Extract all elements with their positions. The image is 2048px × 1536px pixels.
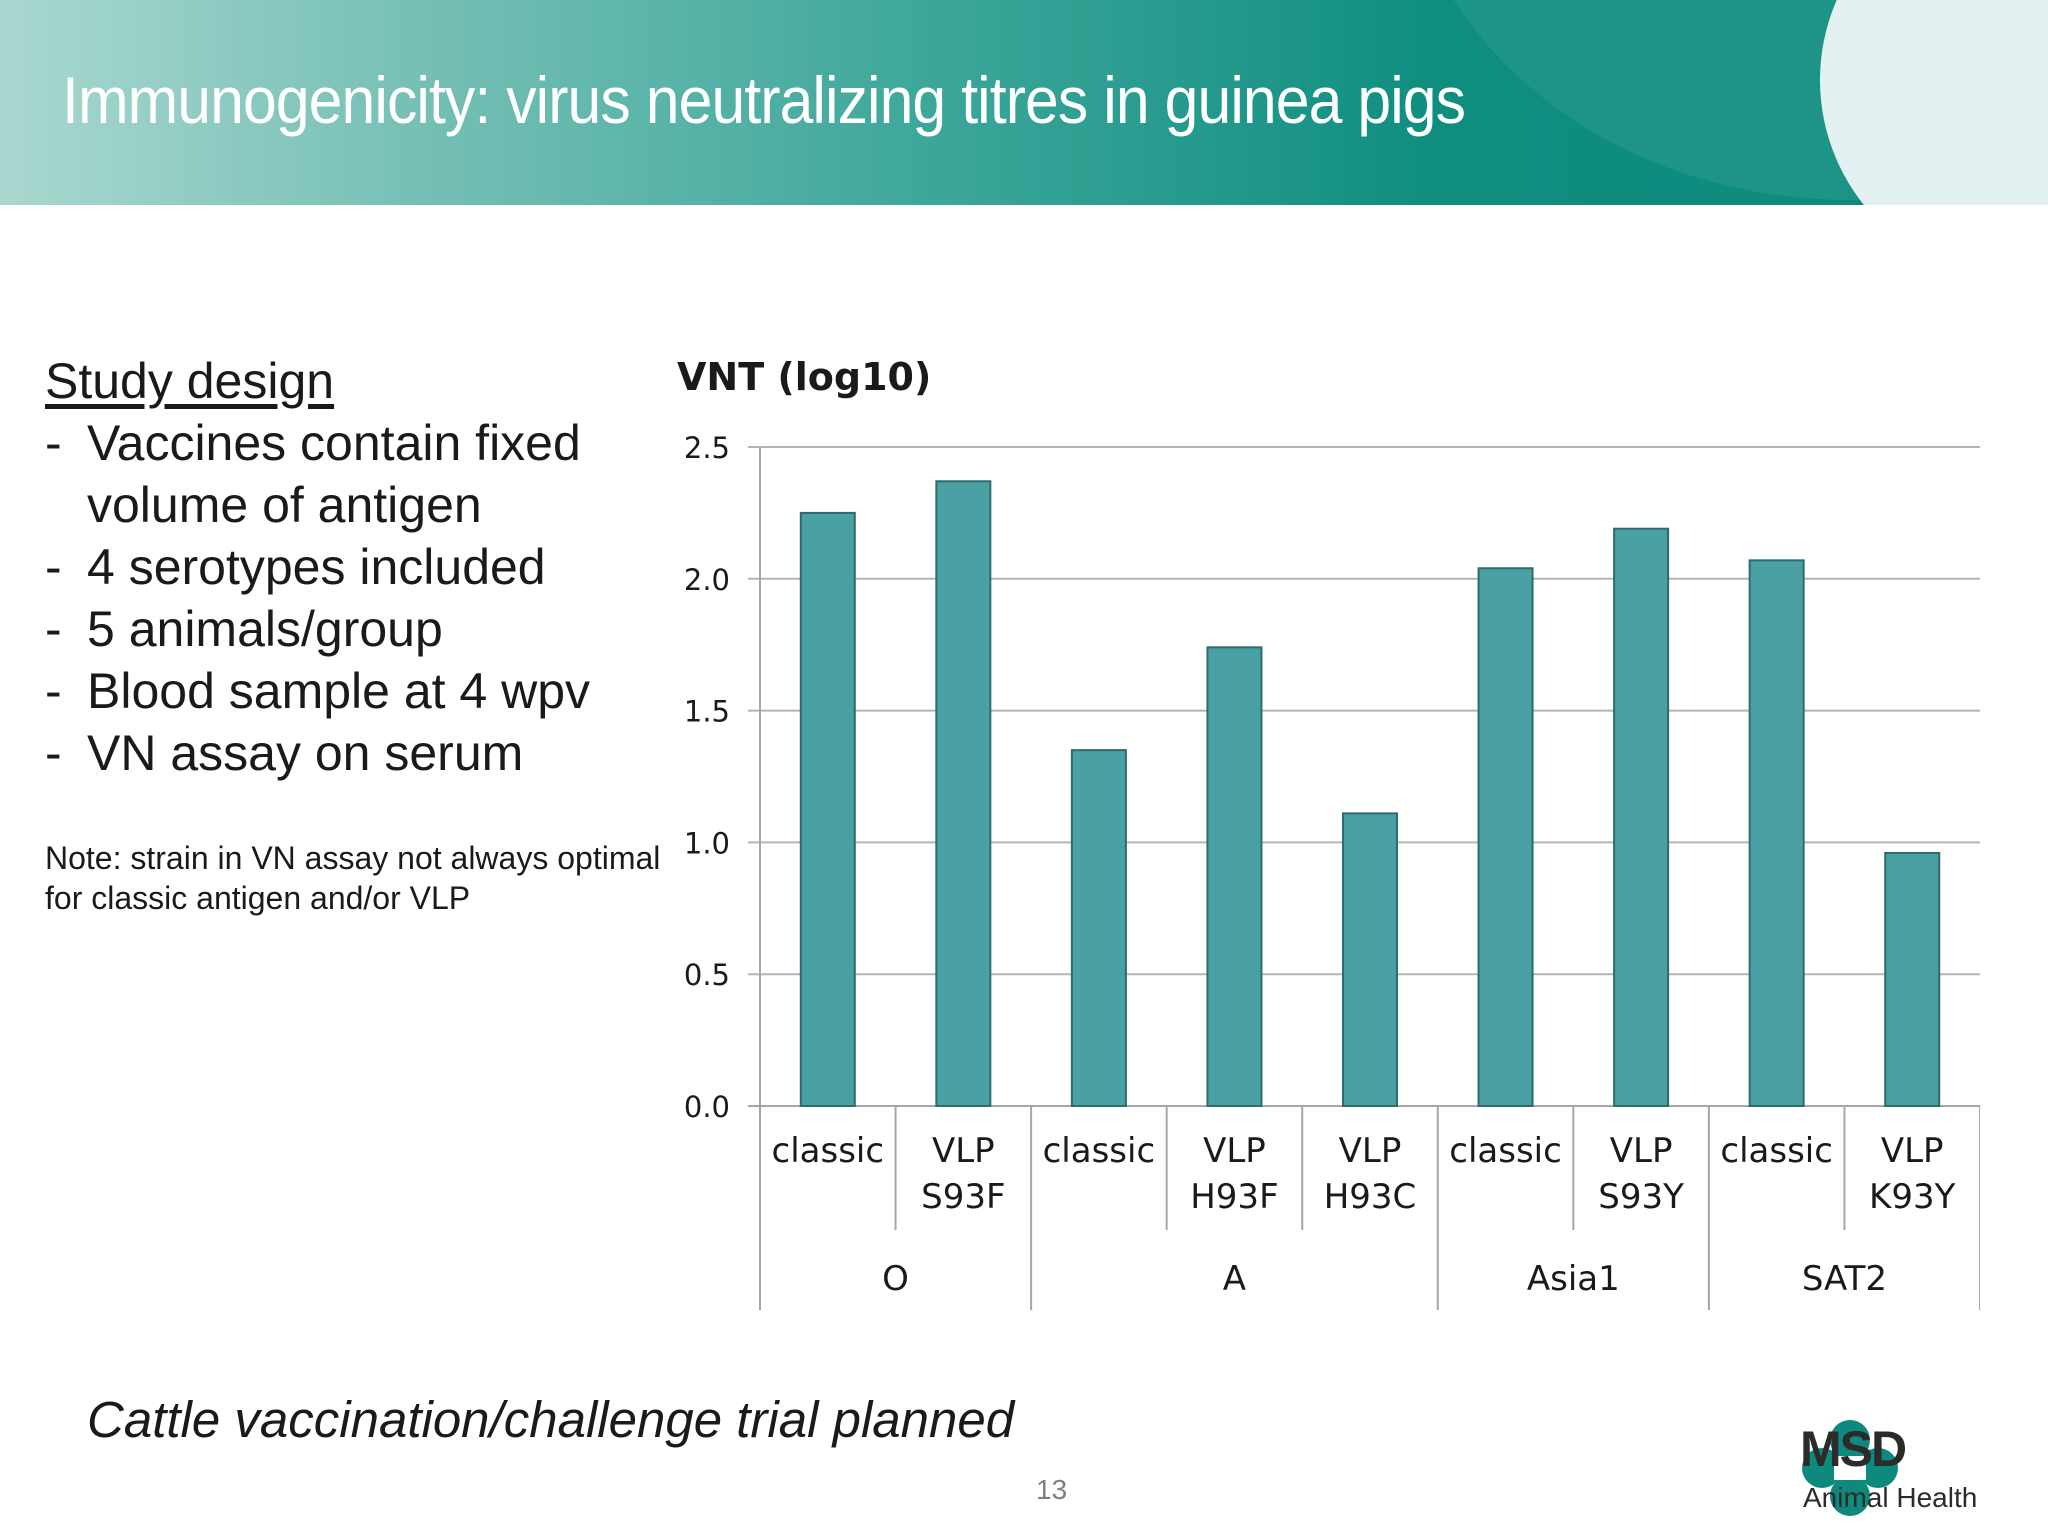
study-design-list: Vaccines contain fixed volume of antigen…	[45, 412, 667, 784]
x-tick-label: classic	[1449, 1131, 1562, 1171]
list-item: 5 animals/group	[45, 598, 667, 660]
x-tick-label: S93F	[921, 1177, 1005, 1217]
logo-wordmark: MSD	[1800, 1421, 1907, 1477]
x-tick-label: H93C	[1324, 1177, 1417, 1217]
x-tick-label: VLP	[1610, 1131, 1673, 1171]
bar	[1613, 527, 1670, 1107]
y-tick-label: 0.0	[684, 1090, 730, 1124]
header-banner: Immunogenicity: virus neutralizing titre…	[0, 0, 2048, 205]
bar	[799, 511, 856, 1107]
slide-title: Immunogenicity: virus neutralizing titre…	[62, 63, 1466, 137]
list-item: Vaccines contain fixed volume of antigen	[45, 412, 667, 536]
y-tick-label: 2.5	[684, 431, 730, 465]
y-axis-label: VNT (log10)	[677, 355, 931, 399]
header-circle-decoration	[1820, 0, 2048, 205]
x-tick-label: S93Y	[1598, 1177, 1684, 1217]
vnt-bar-chart: VNT (log10) 0.0 0.5 1.0 1.5 2.0 2.5 classic VLP S…	[677, 355, 1980, 1310]
x-tick-label: H93F	[1190, 1177, 1278, 1217]
footer-statement: Cattle vaccination/challenge trial plann…	[87, 1391, 1015, 1448]
bar	[935, 480, 992, 1107]
bar	[1748, 559, 1805, 1107]
y-tick-label: 0.5	[684, 958, 730, 992]
y-tick-label: 2.0	[684, 563, 730, 597]
group-label: A	[1223, 1259, 1246, 1299]
group-label: Asia1	[1527, 1259, 1620, 1299]
x-tick-label: classic	[1043, 1131, 1156, 1171]
group-label: O	[882, 1259, 909, 1299]
y-tick-label: 1.0	[684, 826, 730, 860]
x-tick-label: VLP	[1881, 1131, 1944, 1171]
y-tick-label: 1.5	[684, 695, 730, 729]
study-design-heading: Study design	[45, 353, 335, 409]
x-tick-label: K93Y	[1869, 1177, 1956, 1217]
x-tick-label: classic	[1720, 1131, 1833, 1171]
x-tick-label: VLP	[1203, 1131, 1266, 1171]
bar	[1884, 851, 1941, 1107]
list-item: VN assay on serum	[45, 722, 667, 784]
list-item: Blood sample at 4 wpv	[45, 660, 667, 722]
logo-subtitle: Animal Health	[1803, 1482, 1978, 1513]
bar	[1477, 567, 1534, 1108]
bar	[1342, 812, 1398, 1107]
x-tick-label: VLP	[1339, 1131, 1402, 1171]
bar	[1070, 749, 1127, 1107]
page-number: 13	[1036, 1474, 1068, 1505]
group-label: SAT2	[1802, 1259, 1887, 1299]
msd-logo-icon	[1802, 1420, 1898, 1516]
x-tick-label: classic	[772, 1131, 885, 1171]
x-tick-label: VLP	[932, 1131, 995, 1171]
bar	[1206, 646, 1263, 1107]
note-text: Note: strain in VN assay not always opti…	[45, 840, 661, 916]
list-item: 4 serotypes included	[45, 536, 667, 598]
